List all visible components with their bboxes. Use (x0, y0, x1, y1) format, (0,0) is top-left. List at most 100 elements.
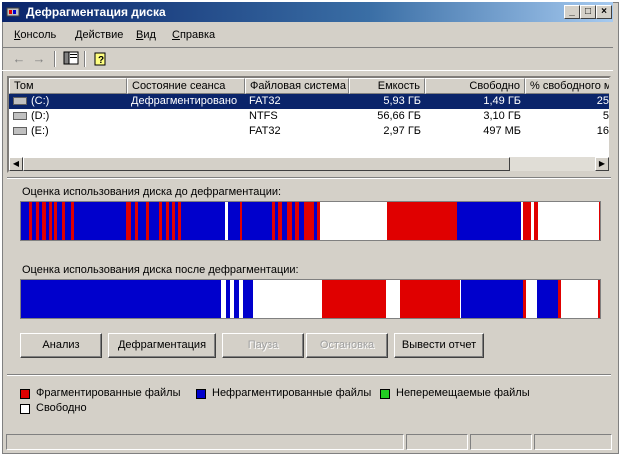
hard-drive-icon (13, 97, 27, 105)
cluster-segment (65, 202, 71, 240)
analysis-after-bar (20, 279, 601, 319)
analyze-button[interactable]: Анализ (20, 333, 102, 358)
pause-button[interactable]: Пауза (222, 333, 304, 358)
menu-console[interactable]: Консоль (14, 29, 56, 41)
cell-fs: NTFS (249, 110, 278, 122)
cluster-segment (74, 202, 126, 240)
minimize-button[interactable]: _ (564, 5, 580, 19)
svg-text:?: ? (98, 55, 104, 66)
cluster-segment (322, 280, 386, 318)
cluster-segment (162, 202, 166, 240)
cluster-segment (54, 202, 57, 240)
cluster-segment (52, 202, 54, 240)
analysis-before-bar (20, 201, 601, 241)
cell-status: Дефрагментировано (131, 95, 238, 107)
cell-free: 497 МБ (483, 125, 521, 137)
cell-volume: (E:) (31, 125, 49, 137)
volume-list[interactable]: Том Состояние сеанса Файловая система Ем… (7, 76, 611, 173)
divider (7, 374, 611, 376)
cluster-segment (400, 280, 460, 318)
status-bar-pane (6, 434, 404, 450)
toolbar-separator (54, 51, 56, 67)
title-bar[interactable]: Дефрагментация диска _ □ × (2, 2, 613, 22)
cluster-segment (175, 202, 178, 240)
cluster-segment (39, 202, 42, 240)
cluster-segment (287, 202, 292, 240)
cluster-segment (126, 202, 131, 240)
menu-help[interactable]: Справка (172, 29, 215, 41)
divider (7, 177, 611, 179)
table-row[interactable]: (C:) Дефрагментировано FAT32 5,93 ГБ 1,4… (9, 94, 609, 109)
stop-button[interactable]: Остановка (306, 333, 388, 358)
cluster-segment (49, 202, 52, 240)
cluster-segment (135, 202, 138, 240)
scroll-thumb[interactable] (23, 157, 510, 171)
legend-free-label: Свободно (36, 402, 87, 414)
horizontal-scrollbar[interactable]: ◀ ▶ (9, 157, 609, 171)
column-header-capacity[interactable]: Емкость (349, 78, 425, 94)
menu-bar: Консоль Действие Вид Справка (2, 25, 613, 45)
column-header-volume[interactable]: Том (9, 78, 127, 94)
menu-console-rest: онсоль (20, 29, 57, 41)
column-header-free[interactable]: Свободно (425, 78, 525, 94)
menu-action-accel: Д (75, 29, 83, 41)
cluster-segment (461, 280, 523, 318)
cell-fs: FAT32 (249, 95, 281, 107)
cluster-segment (292, 202, 295, 240)
cluster-segment (243, 280, 253, 318)
cluster-segment (278, 202, 282, 240)
cluster-segment (159, 202, 162, 240)
defragment-button[interactable]: Дефрагментация (108, 333, 216, 358)
column-header-session-status[interactable]: Состояние сеанса (127, 78, 245, 94)
help-icon[interactable]: ? (92, 51, 110, 67)
view-report-button[interactable]: Вывести отчет (394, 333, 484, 358)
cluster-segment (534, 202, 538, 240)
cell-free-percent: 16 (596, 125, 609, 137)
cluster-segment (275, 202, 278, 240)
hard-drive-icon (13, 127, 27, 135)
table-row[interactable]: (D:) NTFS 56,66 ГБ 3,10 ГБ 5 (9, 109, 609, 124)
scroll-right-icon[interactable]: ▶ (595, 157, 609, 171)
menu-action[interactable]: Действие (75, 29, 123, 41)
cluster-segment (71, 202, 74, 240)
menu-console-accel: К (14, 29, 21, 41)
analysis-after-label: Оценка использования диска после дефрагм… (22, 264, 299, 276)
column-header-free-percent[interactable]: % свободного места (525, 78, 609, 94)
cluster-segment (146, 202, 149, 240)
legend-contiguous-label: Нефрагментированные файлы (212, 387, 372, 399)
cluster-segment (178, 202, 181, 240)
console-tree-icon[interactable] (62, 51, 80, 67)
table-row[interactable]: (E:) FAT32 2,97 ГБ 497 МБ 16 (9, 124, 609, 139)
column-header-file-system[interactable]: Файловая система (245, 78, 349, 94)
cluster-segment (523, 202, 531, 240)
cluster-segment (240, 202, 242, 240)
arrow-right-icon[interactable]: → (32, 51, 46, 66)
arrow-left-icon[interactable]: ← (12, 51, 26, 66)
cell-capacity: 56,66 ГБ (377, 110, 421, 122)
cluster-segment (21, 280, 221, 318)
menu-help-rest: правка (179, 29, 216, 41)
maximize-button[interactable]: □ (580, 5, 596, 19)
cluster-segment (537, 280, 559, 318)
legend-contiguous-swatch (196, 389, 206, 399)
cluster-segment (598, 280, 600, 318)
legend-unmovable-label: Неперемещаемые файлы (396, 387, 530, 399)
cluster-segment (228, 202, 240, 240)
cell-free-percent: 5 (602, 110, 609, 122)
window-title: Дефрагментация диска (26, 5, 166, 19)
cluster-segment (314, 202, 317, 240)
cluster-segment (304, 202, 314, 240)
cluster-segment (457, 202, 521, 240)
menu-help-accel: С (172, 29, 180, 41)
close-button[interactable]: × (596, 5, 612, 19)
cell-free: 1,49 ГБ (483, 95, 521, 107)
cluster-segment (282, 202, 287, 240)
menu-view-accel: В (136, 29, 144, 41)
cluster-segment (558, 280, 561, 318)
cell-volume: (D:) (31, 110, 50, 122)
toolbar: ← → ? (2, 47, 613, 71)
scroll-left-icon[interactable]: ◀ (9, 157, 23, 171)
cluster-segment (299, 202, 304, 240)
cluster-segment (226, 280, 230, 318)
menu-view[interactable]: Вид (136, 29, 156, 41)
